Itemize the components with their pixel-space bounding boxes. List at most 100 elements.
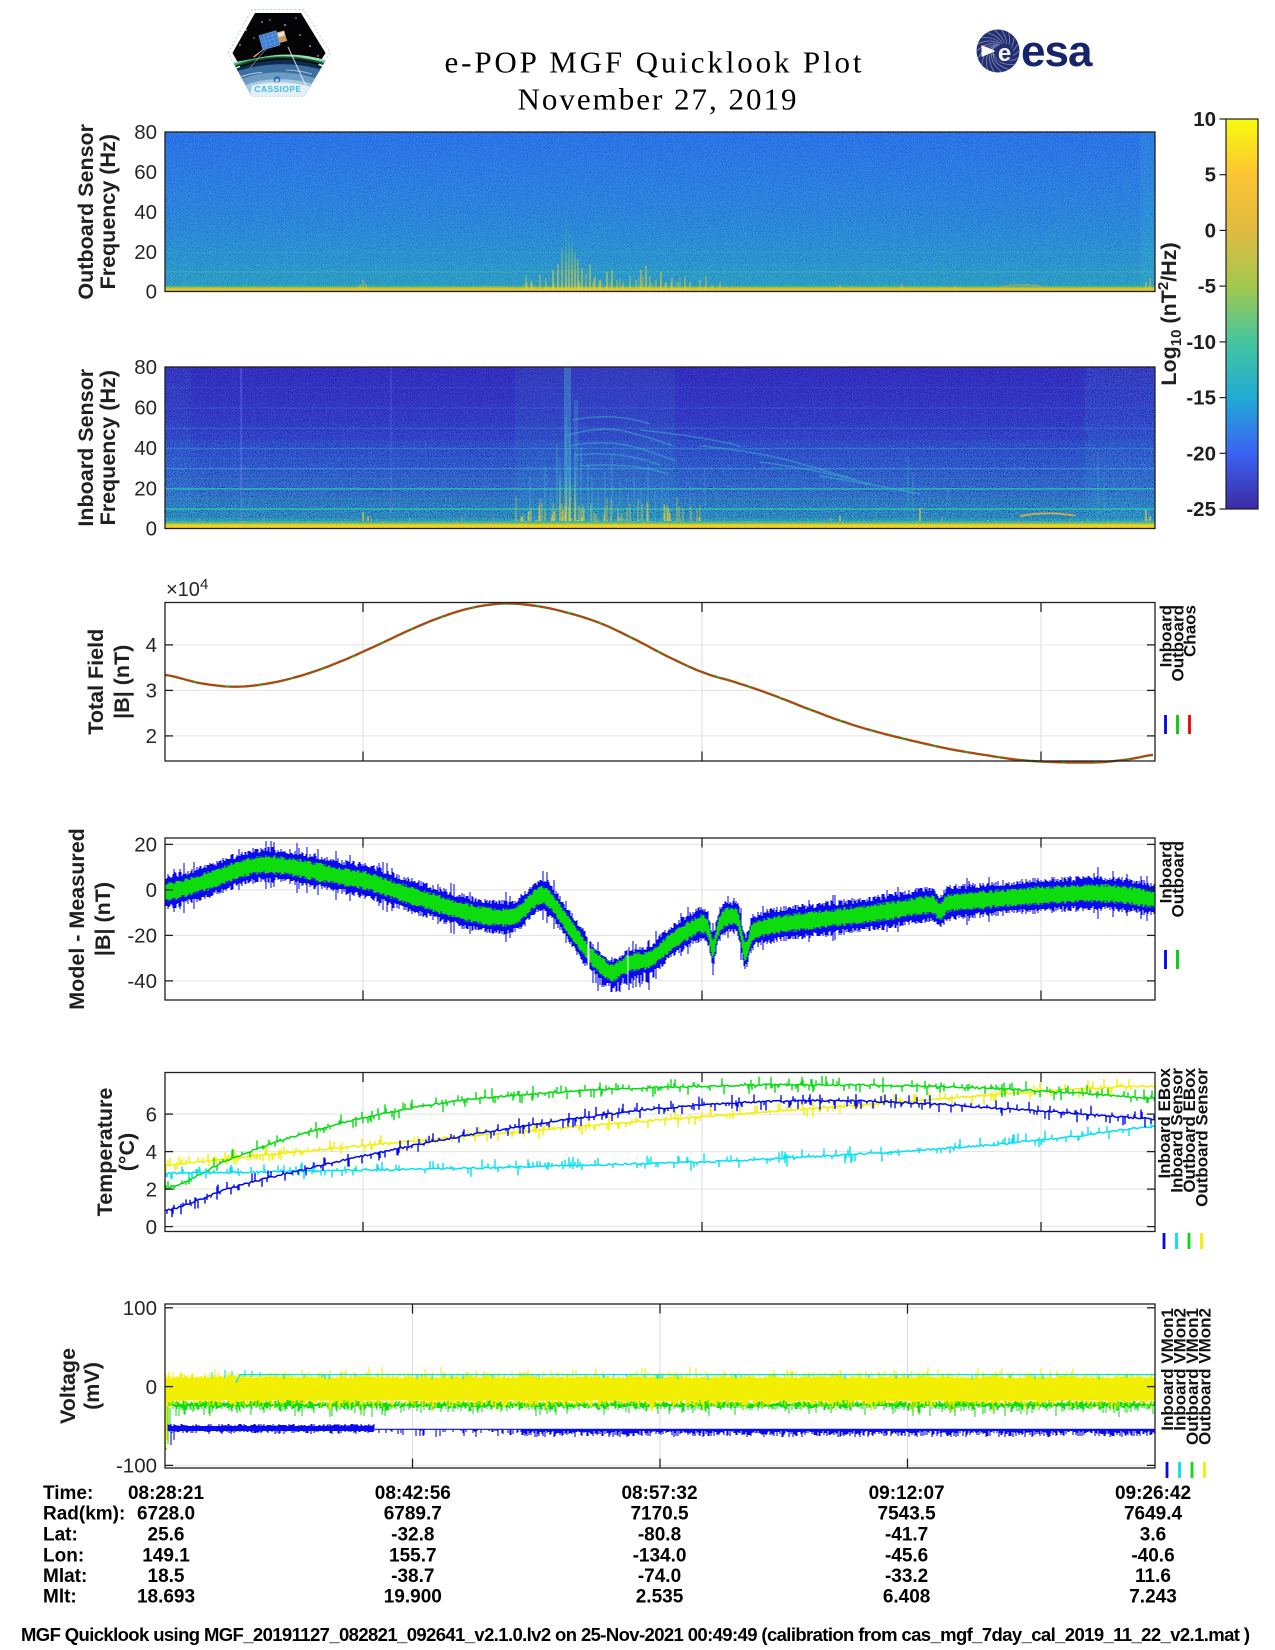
- svg-text:2.535: 2.535: [636, 1587, 684, 1608]
- svg-text:Time:: Time:: [43, 1483, 93, 1504]
- svg-text:Outboard Sensor: Outboard Sensor: [74, 123, 98, 299]
- svg-text:-20: -20: [127, 925, 157, 948]
- svg-text:Log10 (nT2/Hz): Log10 (nT2/Hz): [1155, 242, 1185, 385]
- svg-text:-38.7: -38.7: [391, 1566, 434, 1587]
- svg-text:Inboard: Inboard: [1157, 841, 1176, 903]
- svg-text:4: 4: [146, 634, 157, 657]
- svg-text:20: 20: [134, 241, 157, 264]
- svg-text:08:57:32: 08:57:32: [621, 1483, 697, 1504]
- svg-text:40: 40: [134, 201, 157, 224]
- svg-text:3: 3: [146, 680, 157, 703]
- svg-text:Frequency (Hz): Frequency (Hz): [96, 134, 120, 289]
- svg-text:-45.6: -45.6: [885, 1546, 928, 1567]
- svg-text:e-POP MGF Quicklook Plot: e-POP MGF Quicklook Plot: [445, 45, 862, 80]
- svg-text:6: 6: [146, 1103, 157, 1126]
- svg-text:11.6: 11.6: [1135, 1566, 1171, 1587]
- svg-text:Lon:: Lon:: [43, 1546, 84, 1567]
- svg-text:60: 60: [134, 397, 157, 420]
- svg-text:-10: -10: [1186, 331, 1216, 354]
- svg-text:20: 20: [134, 477, 157, 500]
- svg-text:40: 40: [134, 437, 157, 460]
- svg-text:149.1: 149.1: [142, 1546, 190, 1567]
- svg-text:Rad(km):: Rad(km):: [43, 1504, 125, 1525]
- svg-text:Temperature: Temperature: [93, 1088, 117, 1217]
- svg-text:CASSIOPE: CASSIOPE: [254, 84, 301, 94]
- svg-text:-134.0: -134.0: [633, 1546, 687, 1567]
- svg-text:-20: -20: [1186, 442, 1216, 465]
- svg-text:-41.7: -41.7: [885, 1525, 928, 1546]
- svg-text:|B| (nT): |B| (nT): [110, 645, 134, 719]
- svg-text:7649.4: 7649.4: [1124, 1504, 1183, 1525]
- svg-text:09:26:42: 09:26:42: [1115, 1483, 1191, 1504]
- svg-text:Inboard: Inboard: [1157, 605, 1176, 667]
- svg-text:-80.8: -80.8: [638, 1525, 681, 1546]
- svg-text:MGF Quicklook using MGF_201911: MGF Quicklook using MGF_20191127_082821_…: [21, 1624, 1250, 1645]
- svg-text:Total Field: Total Field: [84, 629, 108, 735]
- svg-text:155.7: 155.7: [389, 1546, 437, 1567]
- svg-text:19.900: 19.900: [384, 1587, 442, 1608]
- svg-text:Chaos: Chaos: [1181, 605, 1200, 657]
- svg-text:4: 4: [146, 1141, 157, 1164]
- svg-text:Mlt:: Mlt:: [43, 1587, 77, 1608]
- svg-text:7170.5: 7170.5: [630, 1504, 689, 1525]
- svg-text:Outboard VMon2: Outboard VMon2: [1196, 1308, 1215, 1445]
- svg-text:2: 2: [146, 1178, 157, 1201]
- svg-text:5: 5: [1205, 164, 1216, 187]
- svg-text:Inboard VMon2: Inboard VMon2: [1171, 1308, 1190, 1431]
- svg-text:×104: ×104: [166, 576, 208, 601]
- svg-text:80: 80: [134, 121, 157, 144]
- svg-text:08:42:56: 08:42:56: [375, 1483, 451, 1504]
- svg-text:-74.0: -74.0: [638, 1566, 681, 1587]
- svg-text:esa: esa: [1021, 27, 1093, 76]
- svg-text:-40.6: -40.6: [1131, 1546, 1174, 1567]
- svg-text:25.6: 25.6: [148, 1525, 185, 1546]
- svg-text:Frequency (Hz): Frequency (Hz): [96, 370, 120, 525]
- svg-text:-32.8: -32.8: [391, 1525, 434, 1546]
- svg-text:6.408: 6.408: [883, 1587, 931, 1608]
- svg-text:7543.5: 7543.5: [878, 1504, 937, 1525]
- svg-text:|B| (nT): |B| (nT): [91, 882, 115, 956]
- svg-text:-33.2: -33.2: [885, 1566, 928, 1587]
- svg-text:November 27, 2019: November 27, 2019: [518, 82, 797, 117]
- svg-text:18.5: 18.5: [148, 1566, 185, 1587]
- svg-text:0: 0: [1205, 219, 1216, 242]
- svg-text:Outboard: Outboard: [1169, 841, 1188, 918]
- svg-text:(°C): (°C): [115, 1133, 139, 1171]
- svg-text:Outboard EBox: Outboard EBox: [1180, 1067, 1199, 1192]
- svg-text:-100: -100: [116, 1455, 157, 1478]
- svg-text:Model - Measured: Model - Measured: [65, 828, 89, 1010]
- svg-text:e: e: [998, 40, 1011, 67]
- svg-text:Inboard Sensor: Inboard Sensor: [1168, 1068, 1187, 1193]
- svg-text:-15: -15: [1186, 387, 1216, 410]
- svg-text:-40: -40: [127, 970, 157, 993]
- svg-text:3.6: 3.6: [1140, 1525, 1166, 1546]
- svg-text:0: 0: [146, 879, 157, 902]
- svg-text:6728.0: 6728.0: [137, 1504, 195, 1525]
- svg-text:18.693: 18.693: [137, 1587, 195, 1608]
- svg-text:100: 100: [123, 1297, 157, 1320]
- svg-text:Outboard Sensor: Outboard Sensor: [1193, 1068, 1212, 1207]
- svg-text:0: 0: [146, 281, 157, 304]
- svg-text:6789.7: 6789.7: [384, 1504, 442, 1525]
- svg-text:80: 80: [134, 356, 157, 379]
- svg-text:Lat:: Lat:: [43, 1525, 78, 1546]
- svg-text:(mV): (mV): [80, 1362, 104, 1410]
- svg-text:60: 60: [134, 161, 157, 184]
- svg-text:-5: -5: [1198, 275, 1216, 298]
- svg-text:0: 0: [146, 518, 157, 541]
- svg-text:Inboard VMon1: Inboard VMon1: [1158, 1308, 1177, 1431]
- svg-text:Voltage: Voltage: [56, 1348, 80, 1424]
- svg-text:10: 10: [1193, 108, 1216, 131]
- svg-text:7.243: 7.243: [1129, 1587, 1177, 1608]
- svg-text:Inboard EBox: Inboard EBox: [1155, 1067, 1174, 1178]
- svg-text:Outboard: Outboard: [1169, 605, 1188, 682]
- svg-text:20: 20: [134, 834, 157, 857]
- svg-text:Mlat:: Mlat:: [43, 1566, 87, 1587]
- svg-text:0: 0: [146, 1376, 157, 1399]
- svg-text:e: e: [275, 77, 279, 84]
- svg-text:0: 0: [146, 1216, 157, 1239]
- svg-text:-25: -25: [1186, 498, 1216, 521]
- svg-text:09:12:07: 09:12:07: [869, 1483, 945, 1504]
- svg-text:Outboard VMon1: Outboard VMon1: [1183, 1308, 1202, 1445]
- svg-text:Inboard Sensor: Inboard Sensor: [74, 368, 98, 526]
